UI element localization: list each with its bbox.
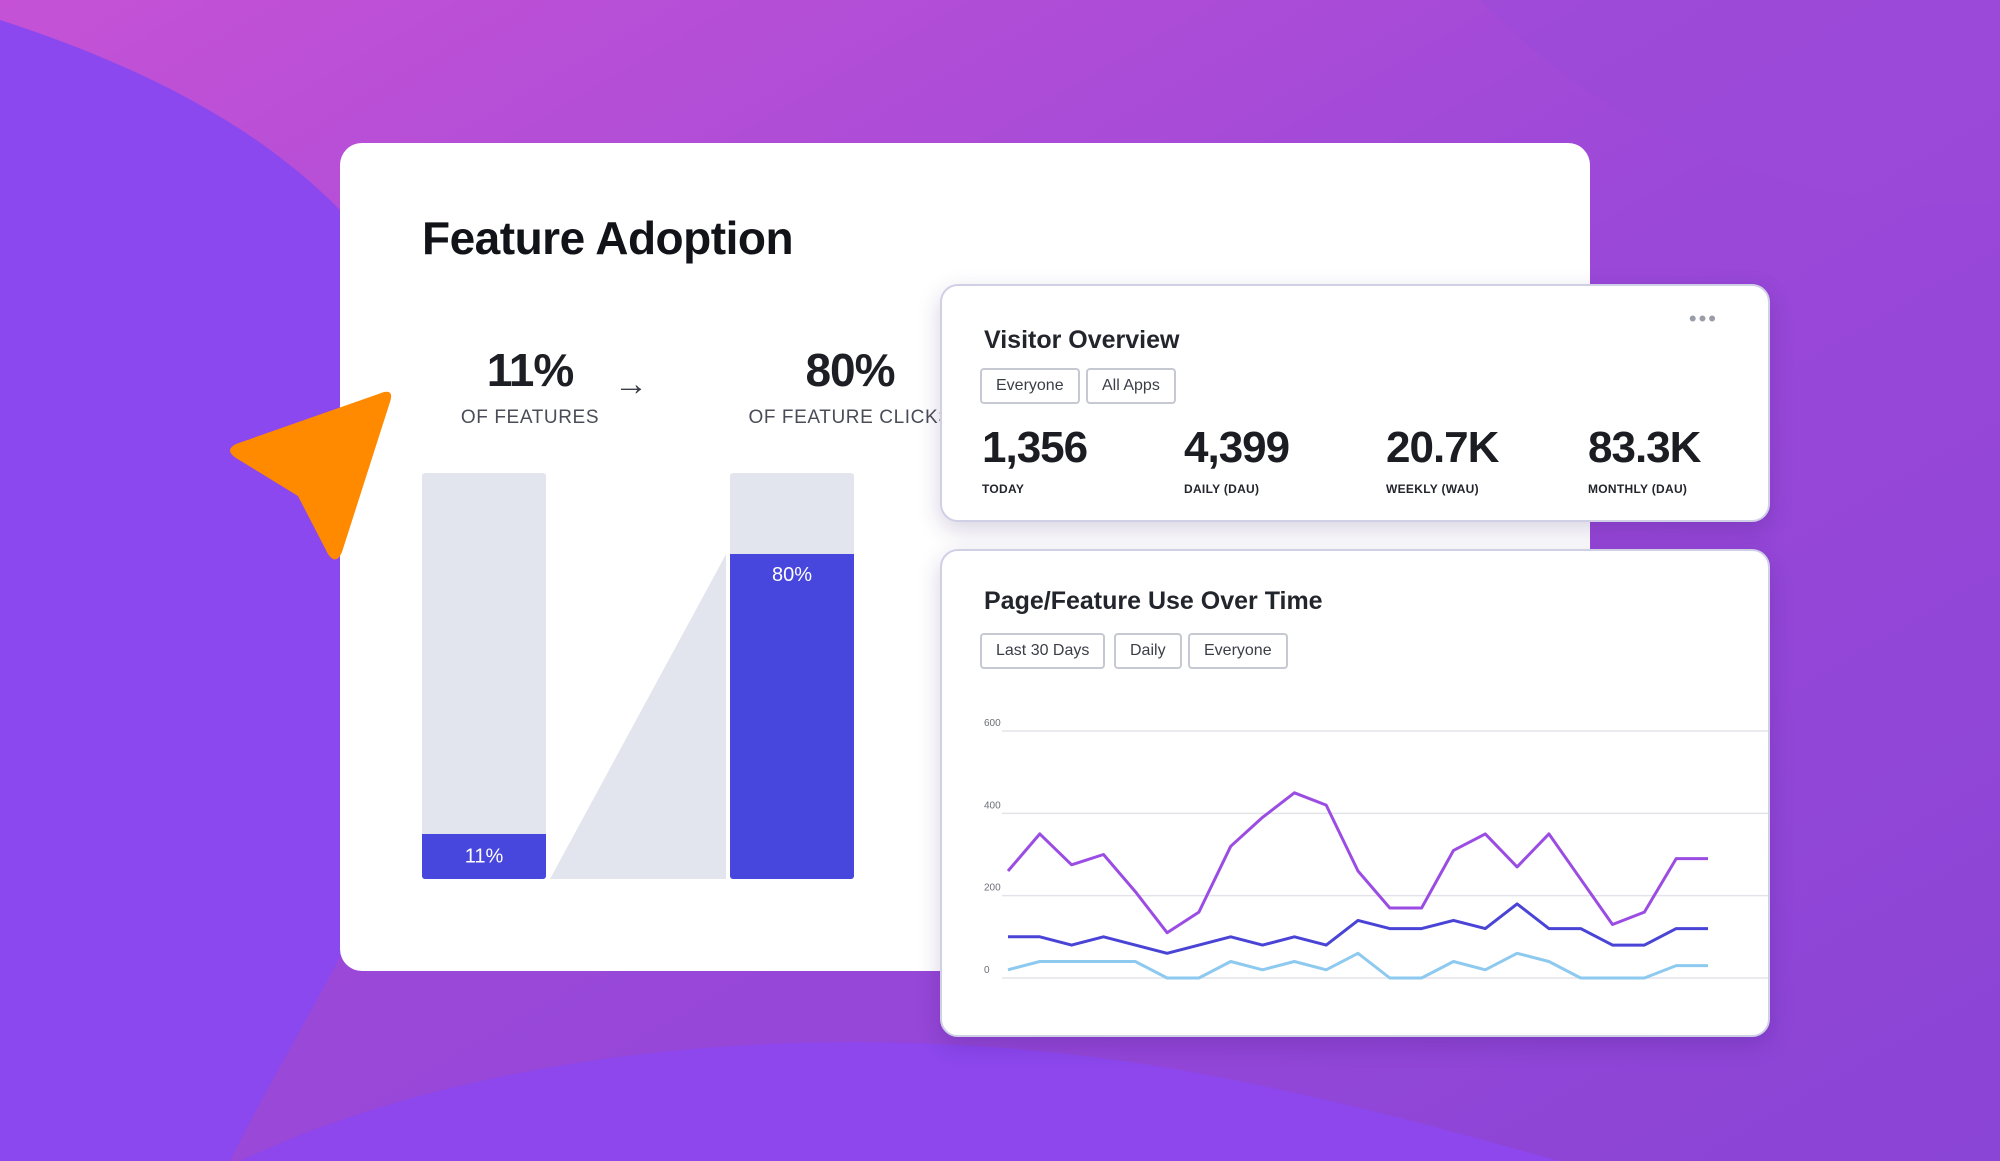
features-percent: 11% (486, 344, 575, 396)
feature-use-line-chart: 600 400 200 0 (984, 718, 1768, 980)
metric-today: 1,356 TODAY (982, 423, 1088, 497)
bar-connector (550, 554, 726, 879)
feature-clicks-bar-label: 80% (771, 564, 813, 587)
series-line-1 (1006, 791, 1708, 935)
feature-clicks-percent: 80% (805, 344, 895, 396)
feature-use-title: Page/Feature Use Over Time (984, 587, 1323, 615)
y-tick-label: 600 (984, 718, 1001, 729)
metric-monthly-value: 83.3K (1588, 423, 1701, 472)
features-stat: 11% OF FEATURES (400, 343, 660, 429)
metric-weekly-label: WEEKLY (WAU) (1386, 482, 1479, 496)
metric-daily-value: 4,399 (1184, 423, 1290, 472)
more-options-icon[interactable]: ••• (1688, 306, 1718, 331)
filter-everyone-audience-button[interactable]: Everyone (1188, 633, 1288, 669)
visitor-overview-panel: ••• Visitor Overview Everyone All Apps 1… (940, 284, 1770, 522)
metric-today-label: TODAY (982, 482, 1025, 496)
features-bar: 11% (422, 473, 546, 879)
filter-daily-button[interactable]: Daily (1114, 633, 1182, 669)
feature-clicks-caption: OF FEATURE CLICKS (748, 407, 952, 428)
y-tick-label: 0 (984, 965, 990, 976)
series-line-3 (1007, 951, 1708, 980)
feature-clicks-stat: 80% OF FEATURE CLICKS (690, 343, 1010, 429)
filter-all-apps-button[interactable]: All Apps (1086, 368, 1176, 404)
series-line-2 (1008, 902, 1708, 955)
arrow-right-icon: → (614, 365, 648, 403)
feature-adoption-title: Feature Adoption (422, 212, 794, 264)
filter-last-30-days-button[interactable]: Last 30 Days (980, 633, 1106, 669)
features-bar-label: 11% (464, 845, 504, 868)
feature-clicks-bar-fill: 80% (730, 554, 854, 879)
features-caption: OF FEATURES (460, 407, 600, 428)
y-tick-label: 200 (984, 883, 1001, 894)
features-bar-fill: 11% (422, 834, 546, 879)
metric-weekly: 20.7K WEEKLY (WAU) (1386, 423, 1499, 497)
metric-today-value: 1,356 (982, 423, 1088, 472)
visitor-overview-title: Visitor Overview (984, 326, 1180, 354)
y-tick-label: 400 (984, 800, 1001, 811)
metric-daily-label: DAILY (DAU) (1184, 482, 1260, 496)
feature-use-panel: Page/Feature Use Over Time Last 30 Days … (940, 549, 1770, 1037)
metric-weekly-value: 20.7K (1386, 423, 1499, 472)
filter-everyone-button[interactable]: Everyone (980, 368, 1080, 404)
metric-daily: 4,399 DAILY (DAU) (1184, 423, 1290, 497)
metric-monthly-label: MONTHLY (DAU) (1588, 482, 1688, 496)
cursor-pointer-icon (230, 391, 392, 560)
metric-monthly: 83.3K MONTHLY (DAU) (1588, 423, 1701, 497)
feature-clicks-bar: 80% (730, 473, 854, 879)
